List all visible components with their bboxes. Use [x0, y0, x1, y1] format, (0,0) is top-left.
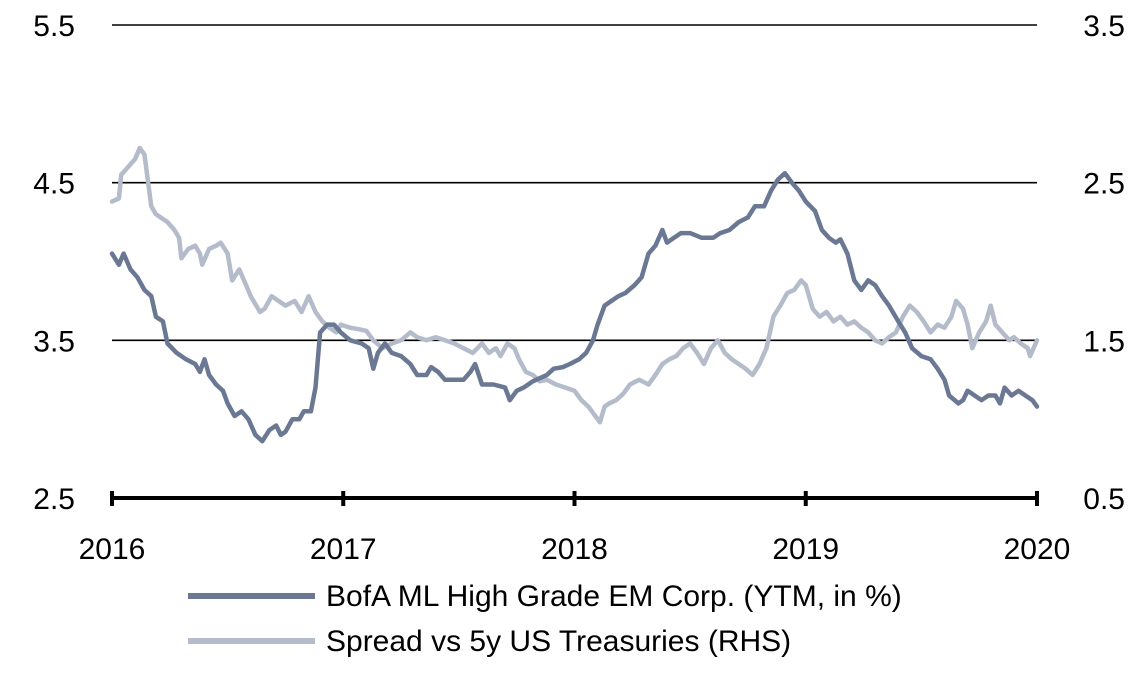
y-left-tick-label-2: 3.5 [33, 325, 75, 358]
legend-label-spread: Spread vs 5y US Treasuries (RHS) [326, 625, 791, 658]
x-axis [110, 491, 1039, 506]
y-left-tick-label-0: 5.5 [33, 10, 75, 43]
x-tick-label-1: 2017 [310, 533, 377, 566]
y-left-tick-label-3: 2.5 [33, 483, 75, 516]
x-tick-label-3: 2019 [772, 533, 839, 566]
y-left-tick-label-1: 4.5 [33, 168, 75, 201]
x-tick-label-4: 2020 [1004, 533, 1071, 566]
legend-label-ytm: BofA ML High Grade EM Corp. (YTM, in %) [326, 580, 902, 613]
x-tick-label-0: 2016 [79, 533, 146, 566]
y-right-tick-label-2: 1.5 [1083, 325, 1125, 358]
series-line-1 [109, 145, 1040, 425]
y-right-tick-label-3: 0.5 [1083, 483, 1125, 516]
y-axis-right: 3.5 2.5 1.5 0.5 [1083, 10, 1125, 516]
y-right-tick-label-0: 3.5 [1083, 10, 1125, 43]
series-line-0 [109, 170, 1040, 444]
x-tick-labels: 2016 2017 2018 2019 2020 [79, 533, 1071, 566]
series-lines [109, 145, 1040, 444]
x-tick-label-2: 2018 [541, 533, 608, 566]
y-axis-left: 5.5 4.5 3.5 2.5 [33, 10, 75, 516]
legend: BofA ML High Grade EM Corp. (YTM, in %) … [188, 580, 902, 658]
y-right-tick-label-1: 2.5 [1083, 168, 1125, 201]
